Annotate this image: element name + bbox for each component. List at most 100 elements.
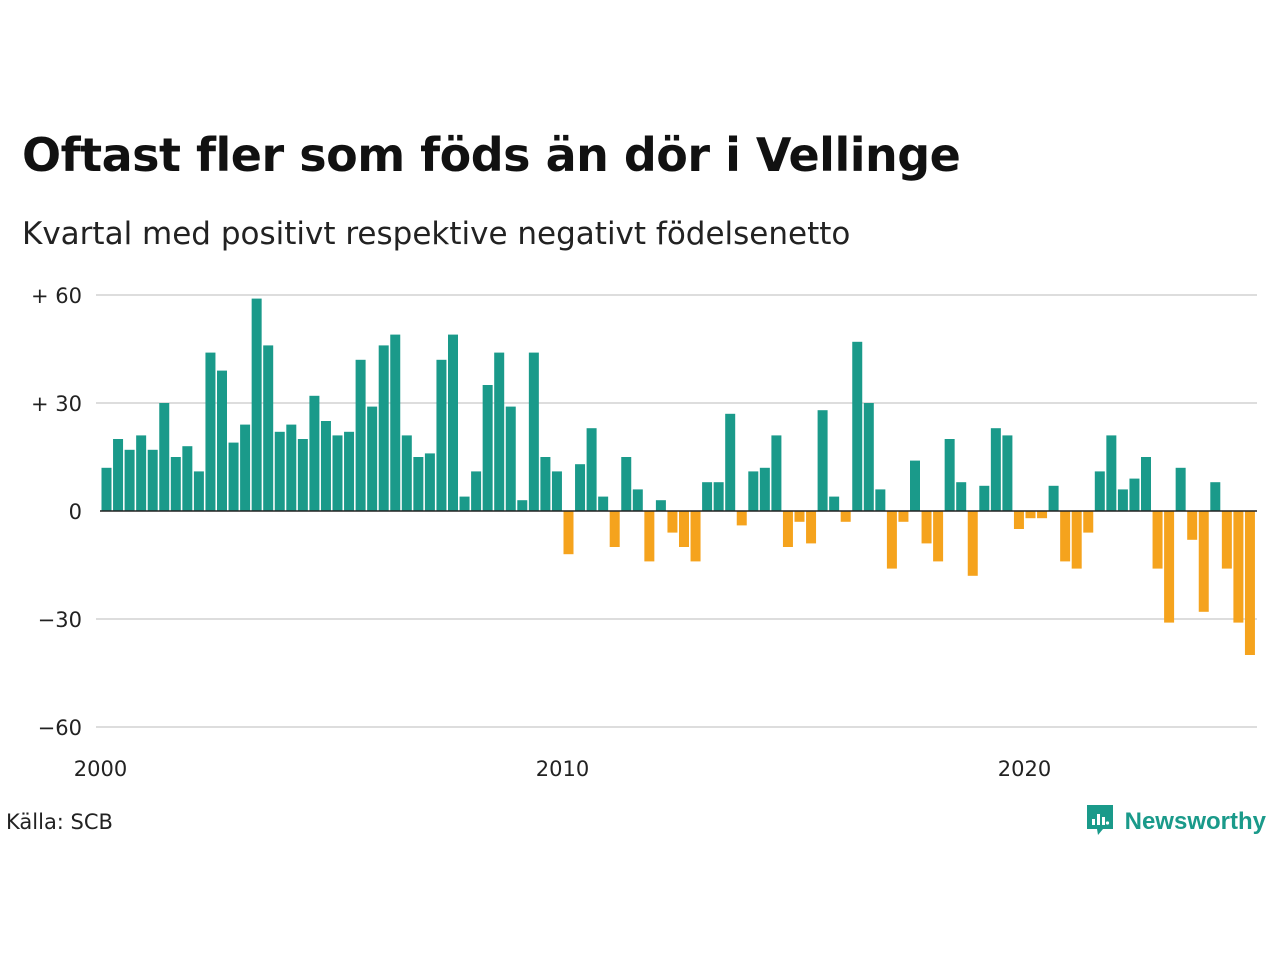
bar [1025, 511, 1036, 519]
bar [586, 428, 597, 511]
chart-title: Oftast fler som föds än dör i Vellinge [22, 128, 961, 182]
bar [205, 352, 216, 511]
bar [667, 511, 678, 533]
bar [274, 431, 285, 511]
bar [921, 511, 932, 544]
bar [771, 435, 782, 511]
x-tick-label: 2010 [536, 757, 589, 781]
bar [551, 471, 562, 511]
bar [621, 457, 632, 511]
bar [1094, 471, 1105, 511]
bar [494, 352, 505, 511]
bar [886, 511, 897, 569]
bar [1187, 511, 1198, 540]
bar [956, 482, 967, 511]
bar [910, 460, 920, 511]
bar [725, 413, 736, 511]
bar [1060, 511, 1071, 562]
bar [575, 464, 586, 511]
x-tick-label: 2000 [74, 757, 127, 781]
bar [898, 511, 909, 522]
bar [782, 511, 793, 547]
bar [528, 352, 539, 511]
bar [1152, 511, 1163, 569]
bar [263, 345, 274, 511]
bar [540, 457, 551, 511]
bar [944, 439, 955, 511]
bar [124, 449, 135, 511]
bar [193, 471, 204, 511]
brand-logo: Newsworthy [1085, 803, 1266, 841]
y-tick-label: −30 [38, 608, 82, 632]
bar [309, 395, 320, 511]
bar [967, 511, 978, 576]
bar [147, 449, 158, 511]
y-tick-label: −60 [38, 716, 82, 740]
bar [251, 298, 262, 511]
bar [748, 471, 759, 511]
bar [344, 431, 355, 511]
newsworthy-logo-icon [1085, 803, 1115, 841]
bar [448, 334, 458, 511]
bar [1083, 511, 1094, 533]
bar [217, 370, 227, 511]
bar [505, 406, 516, 511]
bar [644, 511, 655, 562]
bar [517, 500, 528, 511]
bar [690, 511, 701, 562]
bar [990, 428, 1001, 511]
bar [228, 442, 239, 511]
bar [1037, 511, 1048, 519]
chart-subtitle: Kvartal med positivt respektive negativt… [22, 216, 851, 252]
bar [852, 341, 863, 511]
bar [1244, 511, 1255, 655]
bar [1071, 511, 1082, 569]
bar [829, 496, 840, 511]
bar [170, 457, 181, 511]
bar [101, 467, 112, 511]
bar [840, 511, 851, 522]
bar [297, 439, 308, 511]
bar [182, 446, 193, 511]
bar [1198, 511, 1209, 612]
bar [159, 403, 170, 511]
bar [702, 482, 713, 511]
y-tick-label: 0 [69, 500, 82, 524]
bar [563, 511, 574, 555]
bar [1175, 467, 1186, 511]
bar [598, 496, 609, 511]
brand-name: Newsworthy [1124, 808, 1266, 835]
bar [933, 511, 944, 562]
bar [759, 467, 770, 511]
bar [655, 500, 666, 511]
y-tick-label: + 30 [31, 392, 82, 416]
bar [390, 334, 401, 511]
bar [136, 435, 147, 511]
bar [1233, 511, 1244, 623]
bar [1141, 457, 1151, 511]
bar [240, 424, 251, 511]
bar [286, 424, 297, 511]
bar [459, 496, 470, 511]
bar [632, 489, 643, 511]
bar-chart: + 60 + 30 0 −30 −60 2000 2010 2020 [31, 284, 1257, 781]
bar [609, 511, 620, 547]
bar [794, 511, 805, 522]
bar [355, 359, 366, 511]
bar [863, 403, 874, 511]
bar [1048, 485, 1059, 511]
bar [413, 457, 424, 511]
bar [736, 511, 747, 526]
y-tick-label: + 60 [31, 284, 82, 308]
bar [320, 421, 331, 511]
x-tick-label: 2020 [998, 757, 1051, 781]
bar [679, 511, 689, 547]
bar [979, 485, 990, 511]
bar [1013, 511, 1024, 529]
bar [806, 511, 817, 544]
bar [1129, 478, 1140, 511]
bar [1106, 435, 1117, 511]
axes: + 60 + 30 0 −30 −60 2000 2010 2020 [31, 284, 1257, 781]
bar [817, 410, 828, 511]
bar [471, 471, 482, 511]
